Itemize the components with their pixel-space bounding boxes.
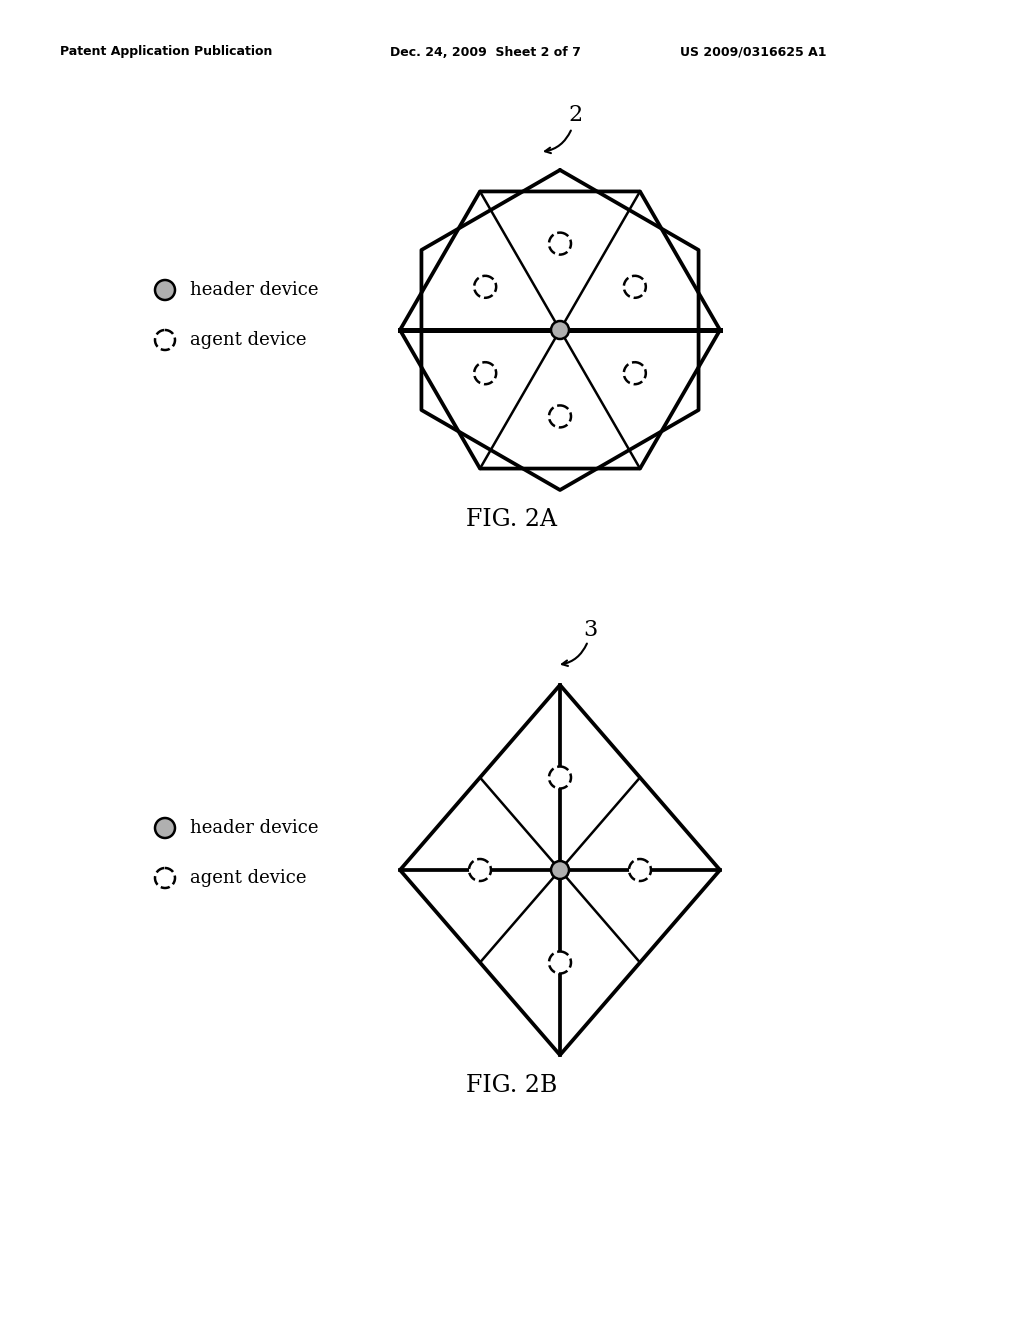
Text: Patent Application Publication: Patent Application Publication	[60, 45, 272, 58]
Text: header device: header device	[190, 281, 318, 300]
Circle shape	[629, 859, 651, 880]
Text: agent device: agent device	[190, 331, 306, 348]
Circle shape	[155, 330, 175, 350]
Circle shape	[549, 405, 571, 428]
Text: FIG. 2A: FIG. 2A	[467, 508, 557, 532]
Text: 2: 2	[568, 104, 582, 125]
Circle shape	[549, 232, 571, 255]
Text: agent device: agent device	[190, 869, 306, 887]
Circle shape	[155, 818, 175, 838]
Circle shape	[624, 362, 646, 384]
Circle shape	[551, 861, 569, 879]
Circle shape	[474, 362, 497, 384]
Circle shape	[549, 952, 571, 974]
Text: FIG. 2B: FIG. 2B	[466, 1073, 558, 1097]
Circle shape	[155, 280, 175, 300]
Circle shape	[624, 276, 646, 298]
Text: US 2009/0316625 A1: US 2009/0316625 A1	[680, 45, 826, 58]
Text: Dec. 24, 2009  Sheet 2 of 7: Dec. 24, 2009 Sheet 2 of 7	[390, 45, 581, 58]
Circle shape	[155, 869, 175, 888]
Text: 3: 3	[583, 619, 597, 642]
Circle shape	[551, 321, 569, 339]
Circle shape	[469, 859, 490, 880]
Text: header device: header device	[190, 818, 318, 837]
Circle shape	[474, 276, 497, 298]
Circle shape	[549, 767, 571, 788]
